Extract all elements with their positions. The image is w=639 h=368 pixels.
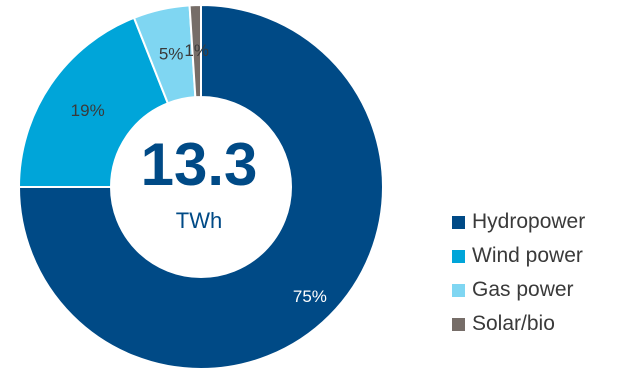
center-value: 13.3 — [141, 131, 258, 198]
legend-swatch-wind-power — [452, 249, 465, 263]
legend-item-hydropower: Hydropower — [452, 205, 585, 239]
legend-swatch-gas-power — [452, 283, 465, 297]
legend: Hydropower Wind power Gas power Solar/bi… — [452, 205, 585, 341]
slice-solar-bio — [188, 3, 202, 99]
legend-item-wind-power: Wind power — [452, 239, 585, 273]
value-label-gas-power: 5% — [159, 44, 184, 63]
legend-label-wind-power: Wind power — [472, 244, 583, 267]
legend-label-hydropower: Hydropower — [472, 210, 586, 233]
slice-hydropower — [17, 3, 384, 368]
center-unit: TWh — [176, 208, 222, 233]
legend-item-gas-power: Gas power — [452, 273, 585, 307]
value-label-solar-bio: 1% — [184, 41, 209, 60]
slice-value-labels: 75% 19% 5% 1% — [71, 41, 327, 306]
value-label-hydropower: 75% — [293, 287, 327, 306]
slice-wind-power — [17, 16, 170, 188]
legend-label-gas-power: Gas power — [472, 278, 574, 301]
legend-label-solar-bio: Solar/bio — [472, 312, 555, 335]
legend-swatch-hydropower — [452, 215, 465, 229]
value-label-wind-power: 19% — [71, 101, 105, 120]
legend-swatch-solar-bio — [452, 317, 465, 331]
legend-item-solar-bio: Solar/bio — [452, 307, 585, 341]
donut-slices — [17, 3, 384, 368]
